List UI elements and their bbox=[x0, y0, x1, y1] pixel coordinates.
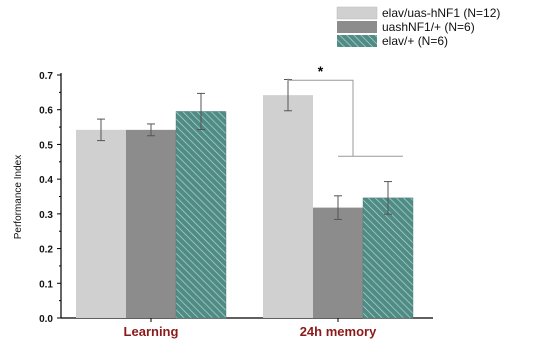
y-tick-label: 0.4 bbox=[39, 175, 53, 186]
bar bbox=[263, 95, 313, 319]
legend-swatch-series-1 bbox=[336, 6, 378, 20]
y-tick-label: 0.7 bbox=[39, 71, 53, 82]
bar bbox=[313, 207, 363, 318]
bar bbox=[175, 111, 227, 319]
bar bbox=[362, 197, 414, 319]
legend-label-series-3: elav/+ (N=6) bbox=[382, 34, 448, 48]
bars bbox=[76, 95, 414, 319]
error-bars bbox=[97, 79, 392, 220]
legend-label-series-1: elav/uas-hNF1 (N=12) bbox=[382, 6, 500, 20]
y-tick-label: 0.1 bbox=[39, 279, 53, 290]
legend: elav/uas-hNF1 (N=12) uashNF1/+ (N=6) ela… bbox=[336, 6, 500, 48]
significance-bracket bbox=[287, 78, 354, 157]
significance-star: * bbox=[318, 63, 324, 79]
x-category-label: 24h memory bbox=[300, 324, 377, 339]
y-tick-label: 0.6 bbox=[39, 106, 53, 117]
x-category-label: Learning bbox=[124, 324, 179, 339]
legend-label-series-2: uashNF1/+ (N=6) bbox=[382, 20, 475, 34]
bar bbox=[76, 129, 126, 318]
y-tick-label: 0.3 bbox=[39, 210, 53, 221]
axes: 0.0 0.1 0.2 0.3 0.4 0.5 0.6 0.7 Learning 24h memo… bbox=[39, 71, 433, 339]
legend-swatch-series-3 bbox=[337, 35, 377, 47]
legend-swatch-series-2 bbox=[337, 21, 377, 33]
y-tick-label: 0.2 bbox=[39, 245, 53, 256]
y-tick-label: 0.0 bbox=[39, 314, 53, 325]
y-axis-label: Performance Index bbox=[13, 155, 24, 240]
bar bbox=[126, 129, 176, 318]
significance-annotation: * bbox=[287, 63, 403, 157]
y-tick-label: 0.5 bbox=[39, 140, 53, 151]
